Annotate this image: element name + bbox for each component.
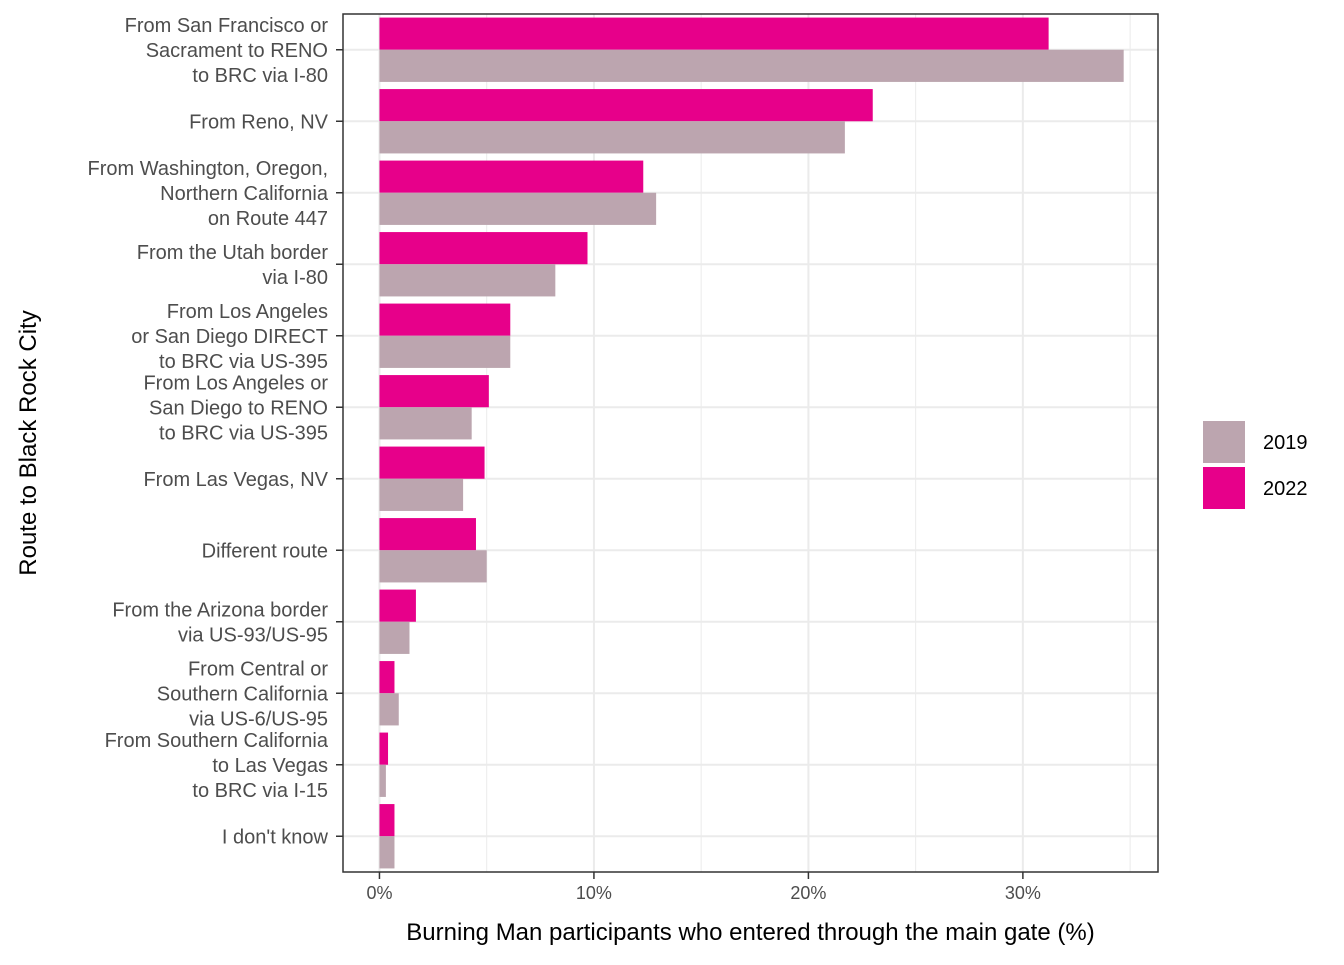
bar-2019-10 [379, 764, 386, 797]
bar-2022-11 [379, 804, 395, 837]
category-label: From Southern California [105, 730, 329, 752]
bar-2022-5 [379, 375, 489, 408]
legend-label: 2022 [1263, 478, 1308, 500]
bar-2022-6 [379, 446, 485, 479]
bar-2019-8 [379, 621, 410, 654]
category-label: via US-93/US-95 [178, 624, 328, 646]
category-label: From Washington, Oregon, [88, 158, 328, 180]
x-tick-label: 20% [790, 883, 826, 903]
category-label: From Los Angeles [167, 301, 328, 323]
bar-2022-10 [379, 732, 389, 765]
x-tick-label: 10% [576, 883, 612, 903]
category-label: Different route [202, 540, 328, 562]
category-label: From Los Angeles or [143, 372, 328, 394]
category-label: via US-6/US-95 [189, 708, 328, 730]
panel-border [342, 13, 1159, 873]
category-label: to BRC via US-395 [159, 351, 328, 373]
x-axis-title: Burning Man participants who entered thr… [406, 919, 1094, 946]
category-label: From Las Vegas, NV [143, 469, 328, 491]
category-label: Northern California [160, 183, 329, 205]
bar-2022-4 [379, 303, 511, 336]
bar-2019-1 [379, 121, 845, 154]
bar-2022-0 [379, 17, 1049, 50]
y-axis-title: Route to Black Rock City [15, 310, 42, 575]
bar-2019-0 [379, 49, 1124, 82]
x-tick-label: 0% [366, 883, 392, 903]
x-tick-label: 30% [1005, 883, 1041, 903]
bar-2019-4 [379, 335, 511, 368]
legend-label: 2019 [1263, 432, 1308, 454]
category-label: to BRC via I-80 [192, 65, 328, 87]
bar-2019-11 [379, 836, 395, 869]
bar-2019-5 [379, 407, 472, 440]
category-label: From the Arizona border [112, 599, 328, 621]
bar-2019-6 [379, 478, 464, 511]
bar-2022-2 [379, 160, 644, 193]
category-label: From Central or [188, 658, 328, 680]
bar-layer [379, 17, 1124, 869]
legend-key-2019 [1203, 421, 1245, 463]
bar-2019-9 [379, 693, 399, 726]
category-label: From Reno, NV [189, 111, 329, 133]
category-label: on Route 447 [208, 208, 328, 230]
axis-layer: 0% 10% 20% 30% [336, 49, 1041, 903]
category-label: San Diego to RENO [149, 397, 328, 419]
category-label: to BRC via I-15 [192, 780, 328, 802]
category-label: via I-80 [262, 267, 328, 289]
bar-2019-3 [379, 264, 556, 297]
category-label: to BRC via US-395 [159, 422, 328, 444]
category-label: From San Francisco or [125, 15, 329, 37]
category-label: From the Utah border [137, 242, 329, 264]
category-label: Sacrament to RENO [146, 40, 328, 62]
bar-2019-2 [379, 192, 657, 225]
category-label: or San Diego DIRECT [131, 326, 328, 348]
bar-2022-1 [379, 89, 873, 122]
bar-2022-9 [379, 661, 395, 694]
category-label: Southern California [157, 683, 329, 705]
bar-2022-3 [379, 232, 588, 265]
category-label-layer: From San Francisco or Sacrament to RENO to… [88, 15, 329, 849]
category-label: I don't know [222, 826, 329, 848]
category-label: to Las Vegas [212, 755, 328, 777]
bar-2022-8 [379, 589, 416, 622]
legend: 2019 2022 [1203, 421, 1308, 509]
bar-2019-7 [379, 550, 487, 583]
bar-2022-7 [379, 518, 476, 551]
legend-key-2022 [1203, 467, 1245, 509]
